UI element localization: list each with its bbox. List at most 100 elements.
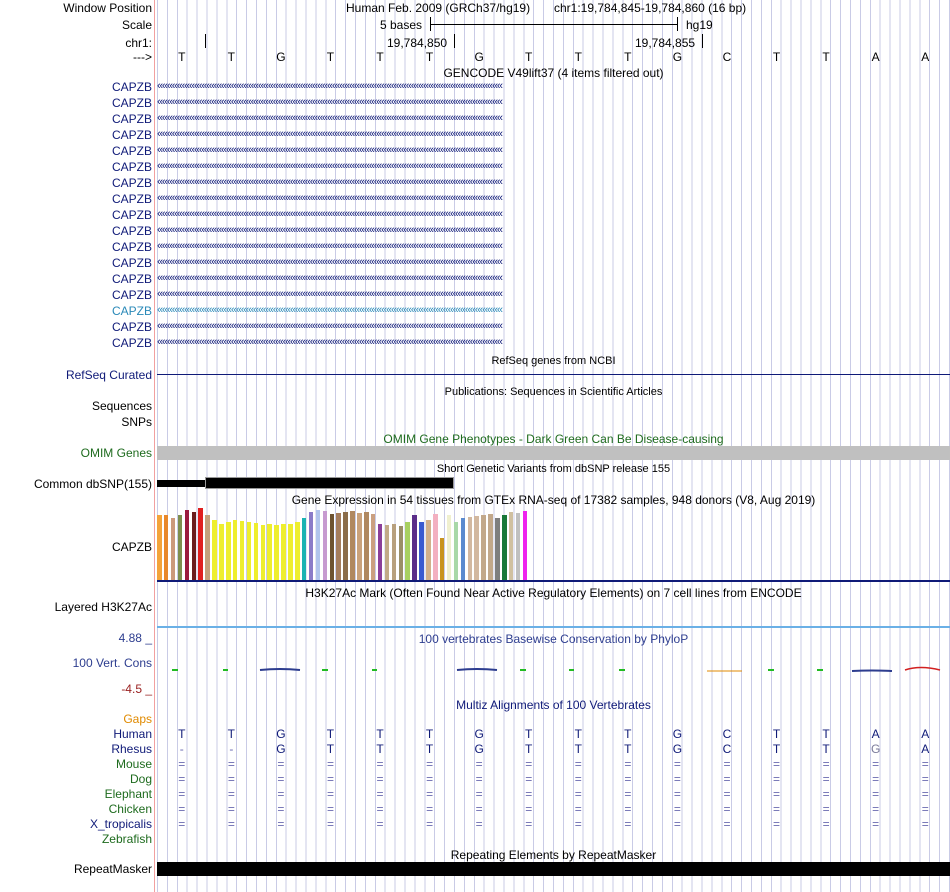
- gtex-tissue-bar[interactable]: [481, 515, 486, 580]
- gtex-tissue-bar[interactable]: [177, 515, 183, 580]
- omim-gene-bar[interactable]: [157, 446, 950, 460]
- multiz-species-label[interactable]: X_tropicalis: [89, 817, 152, 831]
- gencode-transcript-arrows[interactable]: ‹‹‹‹‹‹‹‹‹‹‹‹‹‹‹‹‹‹‹‹‹‹‹‹‹‹‹‹‹‹‹‹‹‹‹‹‹‹‹‹…: [157, 320, 503, 332]
- gencode-transcript-arrows[interactable]: ‹‹‹‹‹‹‹‹‹‹‹‹‹‹‹‹‹‹‹‹‹‹‹‹‹‹‹‹‹‹‹‹‹‹‹‹‹‹‹‹…: [157, 80, 503, 92]
- gtex-tissue-bar[interactable]: [467, 517, 473, 580]
- gtex-tissue-bar[interactable]: [460, 518, 466, 580]
- gencode-transcript-label[interactable]: CAPZB: [111, 288, 152, 302]
- gencode-transcript-arrows[interactable]: ‹‹‹‹‹‹‹‹‹‹‹‹‹‹‹‹‹‹‹‹‹‹‹‹‹‹‹‹‹‹‹‹‹‹‹‹‹‹‹‹…: [157, 144, 503, 156]
- gtex-tissue-bar[interactable]: [391, 524, 397, 580]
- gtex-tissue-bar[interactable]: [419, 522, 424, 580]
- gencode-transcript-label[interactable]: CAPZB: [111, 272, 152, 286]
- gtex-tissue-bar[interactable]: [502, 515, 507, 580]
- multiz-species-label[interactable]: Human: [113, 727, 152, 741]
- gencode-transcript-label[interactable]: CAPZB: [111, 208, 152, 222]
- gtex-tissue-bar[interactable]: [350, 511, 355, 580]
- gtex-track-label[interactable]: CAPZB: [111, 540, 152, 554]
- omim-track-label[interactable]: OMIM Genes: [80, 446, 152, 460]
- repeatmasker-track-label[interactable]: RepeatMasker: [73, 862, 152, 876]
- repeatmasker-track-title[interactable]: Repeating Elements by RepeatMasker: [450, 848, 657, 862]
- multiz-species-label[interactable]: Zebrafish: [101, 832, 152, 846]
- gtex-tissue-bar[interactable]: [198, 508, 203, 580]
- gtex-tissue-bar[interactable]: [384, 525, 390, 580]
- gencode-transcript-label[interactable]: CAPZB: [111, 112, 152, 126]
- gencode-transcript-arrows[interactable]: ‹‹‹‹‹‹‹‹‹‹‹‹‹‹‹‹‹‹‹‹‹‹‹‹‹‹‹‹‹‹‹‹‹‹‹‹‹‹‹‹…: [157, 192, 503, 204]
- gtex-tissue-bar[interactable]: [426, 520, 431, 580]
- gencode-transcript-label[interactable]: CAPZB: [111, 240, 152, 254]
- gtex-tissue-bar[interactable]: [398, 526, 404, 580]
- refseq-track-title[interactable]: RefSeq genes from NCBI: [491, 355, 616, 367]
- phylop-conservation-plot[interactable]: [157, 660, 950, 678]
- gtex-tissue-bar[interactable]: [184, 510, 190, 580]
- gtex-tissue-bar[interactable]: [274, 525, 279, 580]
- gencode-transcript-arrows[interactable]: ‹‹‹‹‹‹‹‹‹‹‹‹‹‹‹‹‹‹‹‹‹‹‹‹‹‹‹‹‹‹‹‹‹‹‹‹‹‹‹‹…: [157, 112, 503, 124]
- gtex-track-title[interactable]: Gene Expression in 54 tissues from GTEx …: [291, 493, 816, 507]
- gtex-tissue-bar[interactable]: [364, 512, 369, 580]
- gencode-transcript-label[interactable]: CAPZB: [111, 176, 152, 190]
- gtex-tissue-bar[interactable]: [405, 522, 410, 580]
- gencode-transcript-label[interactable]: CAPZB: [111, 96, 152, 110]
- gtex-tissue-bar[interactable]: [370, 514, 376, 580]
- gtex-tissue-bar[interactable]: [191, 512, 197, 580]
- gtex-tissue-bar[interactable]: [212, 520, 217, 580]
- gtex-bar-chart[interactable]: [157, 508, 950, 580]
- multiz-species-label[interactable]: Dog: [129, 772, 152, 786]
- omim-track-title[interactable]: OMIM Gene Phenotypes - Dark Green Can Be…: [383, 432, 724, 446]
- gtex-tissue-bar[interactable]: [474, 516, 479, 580]
- gtex-tissue-bar[interactable]: [453, 522, 459, 580]
- dbsnp-track-label[interactable]: Common dbSNP(155): [33, 477, 152, 491]
- gtex-tissue-bar[interactable]: [267, 524, 272, 580]
- gencode-transcript-arrows[interactable]: ‹‹‹‹‹‹‹‹‹‹‹‹‹‹‹‹‹‹‹‹‹‹‹‹‹‹‹‹‹‹‹‹‹‹‹‹‹‹‹‹…: [157, 208, 503, 220]
- gtex-tissue-bar[interactable]: [157, 515, 162, 580]
- gtex-tissue-bar[interactable]: [246, 522, 252, 580]
- gencode-transcript-arrows[interactable]: ‹‹‹‹‹‹‹‹‹‹‹‹‹‹‹‹‹‹‹‹‹‹‹‹‹‹‹‹‹‹‹‹‹‹‹‹‹‹‹‹…: [157, 272, 503, 284]
- gtex-tissue-bar[interactable]: [315, 510, 321, 580]
- gencode-transcript-arrows[interactable]: ‹‹‹‹‹‹‹‹‹‹‹‹‹‹‹‹‹‹‹‹‹‹‹‹‹‹‹‹‹‹‹‹‹‹‹‹‹‹‹‹…: [157, 336, 503, 348]
- gencode-transcript-arrows[interactable]: ‹‹‹‹‹‹‹‹‹‹‹‹‹‹‹‹‹‹‹‹‹‹‹‹‹‹‹‹‹‹‹‹‹‹‹‹‹‹‹‹…: [157, 256, 503, 268]
- gtex-tissue-bar[interactable]: [446, 515, 452, 580]
- dbsnp-track-title[interactable]: Short Genetic Variants from dbSNP releas…: [436, 463, 671, 475]
- gtex-tissue-bar[interactable]: [232, 520, 238, 580]
- gtex-tissue-bar[interactable]: [288, 524, 293, 580]
- gtex-tissue-bar[interactable]: [322, 511, 328, 580]
- gtex-tissue-bar[interactable]: [508, 512, 514, 580]
- gtex-tissue-bar[interactable]: [219, 524, 224, 580]
- multiz-species-label[interactable]: Elephant: [104, 787, 152, 801]
- gencode-transcript-label[interactable]: CAPZB: [111, 192, 152, 206]
- gtex-tissue-bar[interactable]: [170, 518, 176, 580]
- gtex-tissue-bar[interactable]: [433, 514, 438, 580]
- gtex-tissue-bar[interactable]: [439, 538, 445, 580]
- publications-label-snps[interactable]: SNPs: [121, 415, 152, 429]
- gencode-transcript-label[interactable]: CAPZB: [111, 320, 152, 334]
- gtex-tissue-bar[interactable]: [281, 524, 286, 580]
- gtex-tissue-bar[interactable]: [412, 515, 417, 580]
- phylop-track-title[interactable]: 100 vertebrates Basewise Conservation by…: [418, 632, 689, 646]
- gencode-transcript-label[interactable]: CAPZB: [111, 336, 152, 350]
- gtex-tissue-bar[interactable]: [226, 522, 231, 580]
- refseq-track-label[interactable]: RefSeq Curated: [65, 368, 152, 382]
- publications-track-title[interactable]: Publications: Sequences in Scientific Ar…: [444, 386, 663, 398]
- gencode-transcript-arrows[interactable]: ‹‹‹‹‹‹‹‹‹‹‹‹‹‹‹‹‹‹‹‹‹‹‹‹‹‹‹‹‹‹‹‹‹‹‹‹‹‹‹‹…: [157, 160, 503, 172]
- gtex-tissue-bar[interactable]: [239, 521, 245, 580]
- gencode-transcript-arrows[interactable]: ‹‹‹‹‹‹‹‹‹‹‹‹‹‹‹‹‹‹‹‹‹‹‹‹‹‹‹‹‹‹‹‹‹‹‹‹‹‹‹‹…: [157, 96, 503, 108]
- h3k27ac-track-title[interactable]: H3K27Ac Mark (Often Found Near Active Re…: [305, 586, 802, 600]
- gencode-transcript-label[interactable]: CAPZB: [111, 144, 152, 158]
- gencode-transcript-label[interactable]: CAPZB: [111, 304, 152, 318]
- gtex-tissue-bar[interactable]: [336, 513, 341, 580]
- gencode-transcript-label[interactable]: CAPZB: [111, 256, 152, 270]
- gtex-tissue-bar[interactable]: [522, 511, 528, 580]
- publications-label-sequences[interactable]: Sequences: [91, 399, 152, 413]
- gencode-transcript-arrows[interactable]: ‹‹‹‹‹‹‹‹‹‹‹‹‹‹‹‹‹‹‹‹‹‹‹‹‹‹‹‹‹‹‹‹‹‹‹‹‹‹‹‹…: [157, 224, 503, 236]
- gencode-transcript-arrows[interactable]: ‹‹‹‹‹‹‹‹‹‹‹‹‹‹‹‹‹‹‹‹‹‹‹‹‹‹‹‹‹‹‹‹‹‹‹‹‹‹‹‹…: [157, 240, 503, 252]
- multiz-species-label[interactable]: Chicken: [108, 802, 152, 816]
- gencode-transcript-arrows[interactable]: ‹‹‹‹‹‹‹‹‹‹‹‹‹‹‹‹‹‹‹‹‹‹‹‹‹‹‹‹‹‹‹‹‹‹‹‹‹‹‹‹…: [157, 304, 503, 316]
- gtex-tissue-bar[interactable]: [515, 513, 521, 580]
- gtex-tissue-bar[interactable]: [301, 518, 307, 580]
- gtex-tissue-bar[interactable]: [488, 514, 493, 580]
- gtex-tissue-bar[interactable]: [329, 514, 335, 580]
- gencode-transcript-arrows[interactable]: ‹‹‹‹‹‹‹‹‹‹‹‹‹‹‹‹‹‹‹‹‹‹‹‹‹‹‹‹‹‹‹‹‹‹‹‹‹‹‹‹…: [157, 288, 503, 300]
- repeatmasker-element-bar[interactable]: [157, 862, 950, 876]
- multiz-track-title[interactable]: Multiz Alignments of 100 Vertebrates: [456, 698, 651, 712]
- gtex-tissue-bar[interactable]: [343, 512, 348, 580]
- dbsnp-variant-2[interactable]: [205, 477, 454, 489]
